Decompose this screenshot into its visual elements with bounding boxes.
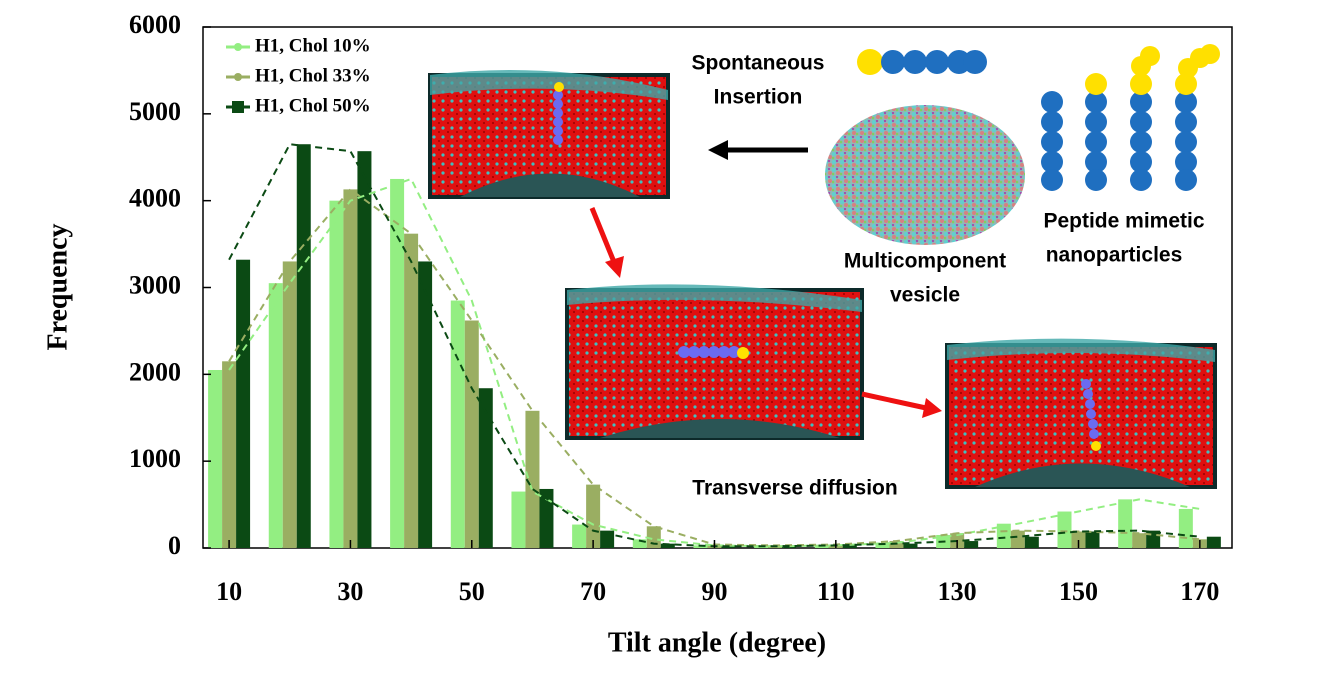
annotation: Insertion [714,86,803,109]
bar [450,300,465,548]
annotation: nanoparticles [1046,244,1183,267]
bar [996,523,1011,548]
annotation: Multicomponent [844,250,1006,273]
bar [586,484,601,548]
bar [343,189,358,548]
x-tick-label: 110 [817,577,855,606]
legend-label: H1, Chol 50% [255,95,371,116]
x-tick-label: 150 [1059,577,1098,606]
bar [404,233,419,548]
bar [1010,530,1025,548]
bar [236,259,251,548]
bar [1057,511,1072,548]
bar [600,530,615,548]
annotation: Spontaneous [691,52,824,75]
bar [208,369,223,548]
vesicle [825,105,1025,245]
bar [1206,536,1221,548]
bar [357,151,372,548]
bar [390,178,405,549]
legend-marker [232,101,244,113]
bar [282,261,297,548]
bar [572,524,587,548]
legend-label: H1, Chol 33% [255,65,371,86]
bar [1024,536,1039,548]
bar [1085,531,1100,548]
bar [693,545,708,548]
plot-area [202,26,1233,549]
y-tick-label: 2000 [129,357,181,386]
bar [418,261,433,548]
x-tick-label: 30 [337,577,363,606]
annotation: vesicle [890,284,960,307]
bar [632,539,647,548]
y-axis-label: Frequency [42,223,73,350]
legend-marker [234,73,242,81]
bar [1132,533,1147,548]
inset-transverse [565,284,864,440]
y-tick-label: 5000 [129,97,181,126]
inset-insertion [428,70,670,199]
annotation: Transverse diffusion [692,477,897,500]
y-tick-label: 6000 [129,10,181,39]
bar [539,488,554,548]
y-tick-label: 3000 [129,270,181,299]
bar [464,320,479,548]
x-tick-label: 130 [938,577,977,606]
legend-label: H1, Chol 10% [255,35,371,56]
bar [782,546,797,548]
bar [964,541,979,548]
y-tick-label: 0 [168,531,181,560]
inset-flip [945,338,1217,489]
bar [646,526,661,548]
bar [1118,499,1133,548]
arrows [589,140,942,418]
bar [842,545,857,548]
legend-marker [234,43,242,51]
bar [903,543,918,548]
bar [511,491,526,548]
x-tick-label: 10 [216,577,242,606]
x-tick-label: 70 [580,577,606,606]
x-tick-label: 90 [701,577,727,606]
bar [296,144,311,548]
bar [525,410,540,548]
y-tick-label: 4000 [129,184,181,213]
y-tick-label: 1000 [129,444,181,473]
nanoparticle-icons [857,44,1220,191]
x-tick-label: 50 [459,577,485,606]
bar [478,388,493,548]
x-tick-label: 170 [1180,577,1219,606]
bar [814,545,829,548]
bar [329,200,344,548]
bar [1178,508,1193,548]
bar [660,543,675,548]
bar [1071,531,1086,548]
bar [222,361,237,548]
annotation: Peptide mimetic [1043,210,1204,233]
bar [268,283,283,548]
x-axis-label: Tilt angle (degree) [608,627,826,658]
bar [875,542,890,548]
